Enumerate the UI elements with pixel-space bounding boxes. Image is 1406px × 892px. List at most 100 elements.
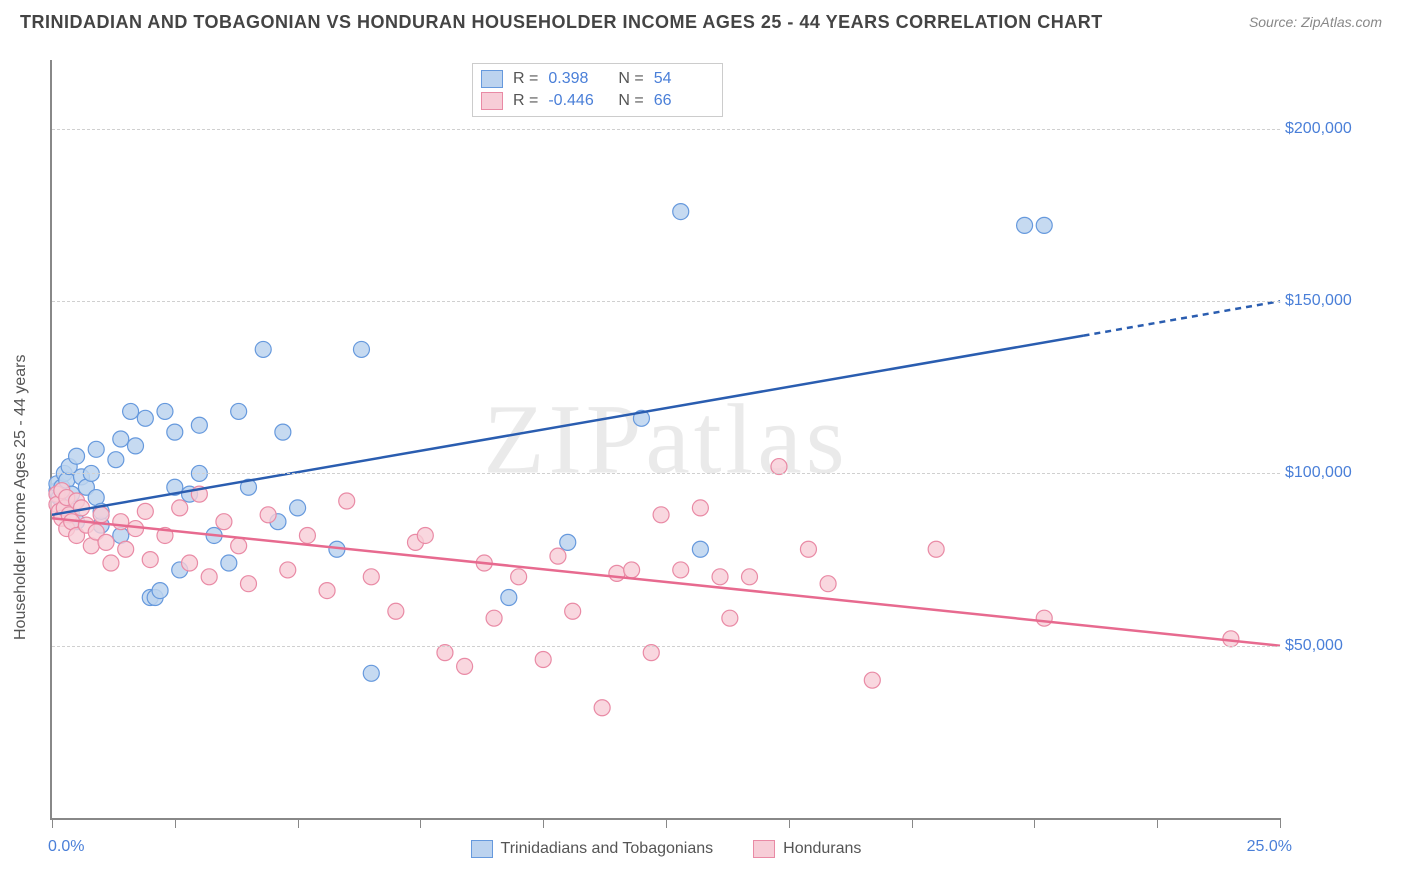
scatter-point	[319, 583, 335, 599]
scatter-point	[231, 403, 247, 419]
scatter-point	[108, 452, 124, 468]
y-tick-label: $50,000	[1285, 637, 1375, 655]
scatter-point	[928, 541, 944, 557]
scatter-point	[113, 431, 129, 447]
scatter-point	[501, 589, 517, 605]
scatter-point	[692, 500, 708, 516]
scatter-point	[275, 424, 291, 440]
scatter-point	[653, 507, 669, 523]
plot-area: ZIPatlas R =0.398N =54R =-0.446N =66 Tri…	[50, 60, 1280, 820]
scatter-point	[388, 603, 404, 619]
scatter-point	[550, 548, 566, 564]
scatter-point	[511, 569, 527, 585]
scatter-point	[457, 658, 473, 674]
scatter-point	[172, 500, 188, 516]
scatter-point	[118, 541, 134, 557]
scatter-point	[299, 527, 315, 543]
scatter-point	[103, 555, 119, 571]
x-tick	[298, 818, 299, 828]
legend-label: Trinidadians and Tobagonians	[501, 840, 714, 858]
stats-legend-row: R =-0.446N =66	[481, 90, 714, 112]
scatter-point	[260, 507, 276, 523]
x-tick	[175, 818, 176, 828]
stats-legend: R =0.398N =54R =-0.446N =66	[472, 63, 723, 117]
scatter-point	[152, 583, 168, 599]
scatter-point	[201, 569, 217, 585]
scatter-point	[673, 204, 689, 220]
scatter-point	[624, 562, 640, 578]
legend-item: Trinidadians and Tobagonians	[471, 840, 714, 858]
legend-swatch	[481, 70, 503, 88]
x-tick	[666, 818, 667, 828]
legend-swatch	[471, 840, 493, 858]
x-tick	[543, 818, 544, 828]
scatter-point	[191, 417, 207, 433]
scatter-point	[123, 403, 139, 419]
trend-line-extrapolated	[1084, 301, 1280, 335]
scatter-point	[69, 448, 85, 464]
scatter-point	[353, 341, 369, 357]
plot-svg	[52, 60, 1280, 818]
scatter-point	[560, 534, 576, 550]
n-label: N =	[618, 92, 643, 110]
legend-item: Hondurans	[753, 840, 861, 858]
scatter-point	[290, 500, 306, 516]
scatter-point	[864, 672, 880, 688]
chart-title: TRINIDADIAN AND TOBAGONIAN VS HONDURAN H…	[20, 12, 1103, 33]
scatter-point	[742, 569, 758, 585]
x-tick	[420, 818, 421, 828]
series-legend: Trinidadians and Tobagonians Hondurans	[52, 840, 1280, 858]
scatter-point	[1017, 217, 1033, 233]
scatter-point	[255, 341, 271, 357]
x-axis-max-label: 25.0%	[1247, 838, 1292, 856]
scatter-point	[167, 424, 183, 440]
scatter-point	[712, 569, 728, 585]
scatter-point	[609, 565, 625, 581]
scatter-point	[417, 527, 433, 543]
scatter-point	[692, 541, 708, 557]
scatter-point	[88, 441, 104, 457]
source-attribution: Source: ZipAtlas.com	[1249, 14, 1382, 30]
scatter-point	[820, 576, 836, 592]
y-tick-label: $100,000	[1285, 464, 1375, 482]
scatter-point	[437, 645, 453, 661]
y-axis-label: Householder Income Ages 25 - 44 years	[12, 355, 30, 641]
scatter-point	[157, 403, 173, 419]
trend-line	[52, 518, 1280, 645]
scatter-point	[216, 514, 232, 530]
x-tick	[52, 818, 53, 828]
scatter-point	[137, 503, 153, 519]
scatter-point	[240, 576, 256, 592]
scatter-point	[1036, 217, 1052, 233]
gridline-h	[52, 473, 1280, 474]
scatter-point	[339, 493, 355, 509]
gridline-h	[52, 301, 1280, 302]
r-value: 0.398	[548, 70, 608, 88]
scatter-point	[363, 665, 379, 681]
scatter-point	[182, 555, 198, 571]
scatter-point	[800, 541, 816, 557]
n-value: 54	[654, 70, 714, 88]
r-value: -0.446	[548, 92, 608, 110]
scatter-point	[142, 552, 158, 568]
x-tick	[1280, 818, 1281, 828]
scatter-point	[98, 534, 114, 550]
r-label: R =	[513, 70, 538, 88]
scatter-point	[535, 652, 551, 668]
x-tick	[1157, 818, 1158, 828]
scatter-point	[221, 555, 237, 571]
scatter-point	[673, 562, 689, 578]
x-axis-min-label: 0.0%	[48, 838, 84, 856]
scatter-point	[363, 569, 379, 585]
scatter-point	[280, 562, 296, 578]
x-tick	[789, 818, 790, 828]
r-label: R =	[513, 92, 538, 110]
x-tick	[912, 818, 913, 828]
scatter-point	[594, 700, 610, 716]
scatter-point	[93, 507, 109, 523]
scatter-point	[722, 610, 738, 626]
legend-swatch	[753, 840, 775, 858]
y-tick-label: $150,000	[1285, 292, 1375, 310]
scatter-point	[771, 459, 787, 475]
legend-label: Hondurans	[783, 840, 861, 858]
